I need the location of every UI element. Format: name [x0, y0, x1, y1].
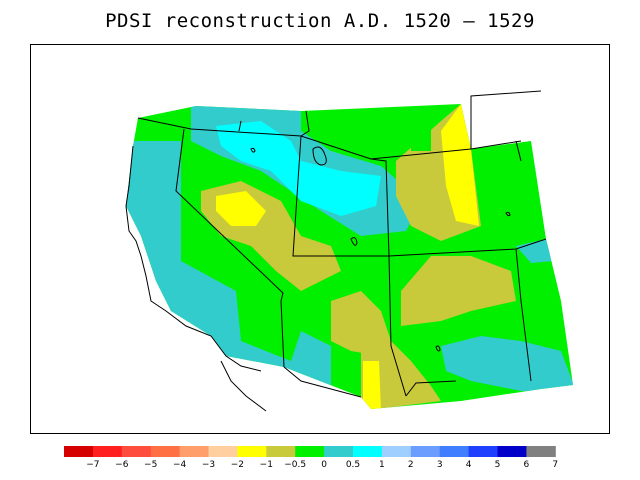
legend-tick-label: −0.5 — [284, 460, 306, 470]
legend-swatch — [468, 446, 498, 457]
nevada-west-boundary — [175, 128, 285, 368]
pdsi-map — [125, 90, 573, 412]
lake-1 — [350, 237, 358, 246]
legend-tick-label: 5 — [495, 460, 501, 470]
legend-swatch — [150, 446, 181, 457]
legend-tick-label: −6 — [115, 460, 129, 470]
legend-tick-label: 7 — [552, 460, 558, 470]
pdsi-zone-olive-southern — [361, 341, 441, 409]
legend-swatch — [237, 446, 267, 457]
lakes — [250, 146, 511, 352]
legend-swatch — [295, 446, 325, 457]
pdsi-zone-teal-east — [516, 239, 553, 263]
sd-boundary — [515, 140, 522, 162]
mexico-boundary — [283, 366, 362, 398]
pdsi-zone-teal-southeast — [441, 336, 573, 391]
legend-swatch — [526, 446, 556, 457]
legend-tick-label: −4 — [173, 460, 187, 470]
montana-boundary — [300, 110, 310, 137]
lake-2 — [250, 147, 256, 153]
legend-swatch — [208, 446, 238, 457]
legend-tick-label: 6 — [524, 460, 530, 470]
legend-tick-label: 0 — [321, 460, 327, 470]
baja-coastline — [220, 360, 267, 412]
legend-tick-label: 2 — [408, 460, 414, 470]
legend-swatch — [64, 446, 94, 457]
tick-boundary-1 — [238, 120, 242, 132]
legend-swatch — [381, 446, 412, 457]
pacific-coastline — [125, 145, 262, 372]
lake-3 — [435, 345, 441, 352]
pdsi-zone-olive-az — [331, 291, 391, 356]
legend-swatch — [121, 446, 152, 457]
lake-4 — [505, 211, 511, 217]
legend-swatch — [266, 446, 296, 457]
map-title: PDSI reconstruction A.D. 1520 – 1529 — [105, 10, 535, 32]
legend-tick-label: 3 — [437, 460, 443, 470]
legend-swatch — [497, 446, 527, 457]
map-frame — [30, 44, 610, 434]
east-boundary — [515, 248, 532, 382]
legend-tick-label: −2 — [231, 460, 244, 470]
pdsi-fill-layers — [126, 104, 573, 409]
idaho-boundary — [292, 135, 389, 257]
north-dakota-boundary — [470, 90, 542, 149]
legend-swatch — [324, 446, 354, 457]
legend-swatch — [439, 446, 470, 457]
legend-tick-label: 1 — [379, 460, 385, 470]
legend-tick-label: 4 — [466, 460, 472, 470]
legend-tick-label: 0.5 — [346, 460, 360, 470]
pdsi-zone-olive-south — [401, 256, 516, 326]
legend-tick-label: −1 — [260, 460, 273, 470]
legend-swatch — [92, 446, 123, 457]
legend-tick-label: −5 — [144, 460, 157, 470]
pdsi-zone-green-north — [411, 107, 431, 151]
great-salt-lake — [312, 146, 327, 166]
legend-tick-label: −7 — [86, 460, 99, 470]
boundary-lines — [125, 90, 547, 412]
texas-boundary — [405, 380, 457, 397]
legend-tick-label: −3 — [202, 460, 215, 470]
legend-swatch — [410, 446, 441, 457]
legend-swatch — [179, 446, 209, 457]
pdsi-zone-yellow-nv — [216, 191, 266, 226]
legend-swatch — [353, 446, 383, 457]
northern-boundary — [137, 117, 522, 160]
pdsi-zone-yellow-south — [363, 361, 381, 409]
pdsi-zone-yellow-east — [441, 104, 479, 226]
